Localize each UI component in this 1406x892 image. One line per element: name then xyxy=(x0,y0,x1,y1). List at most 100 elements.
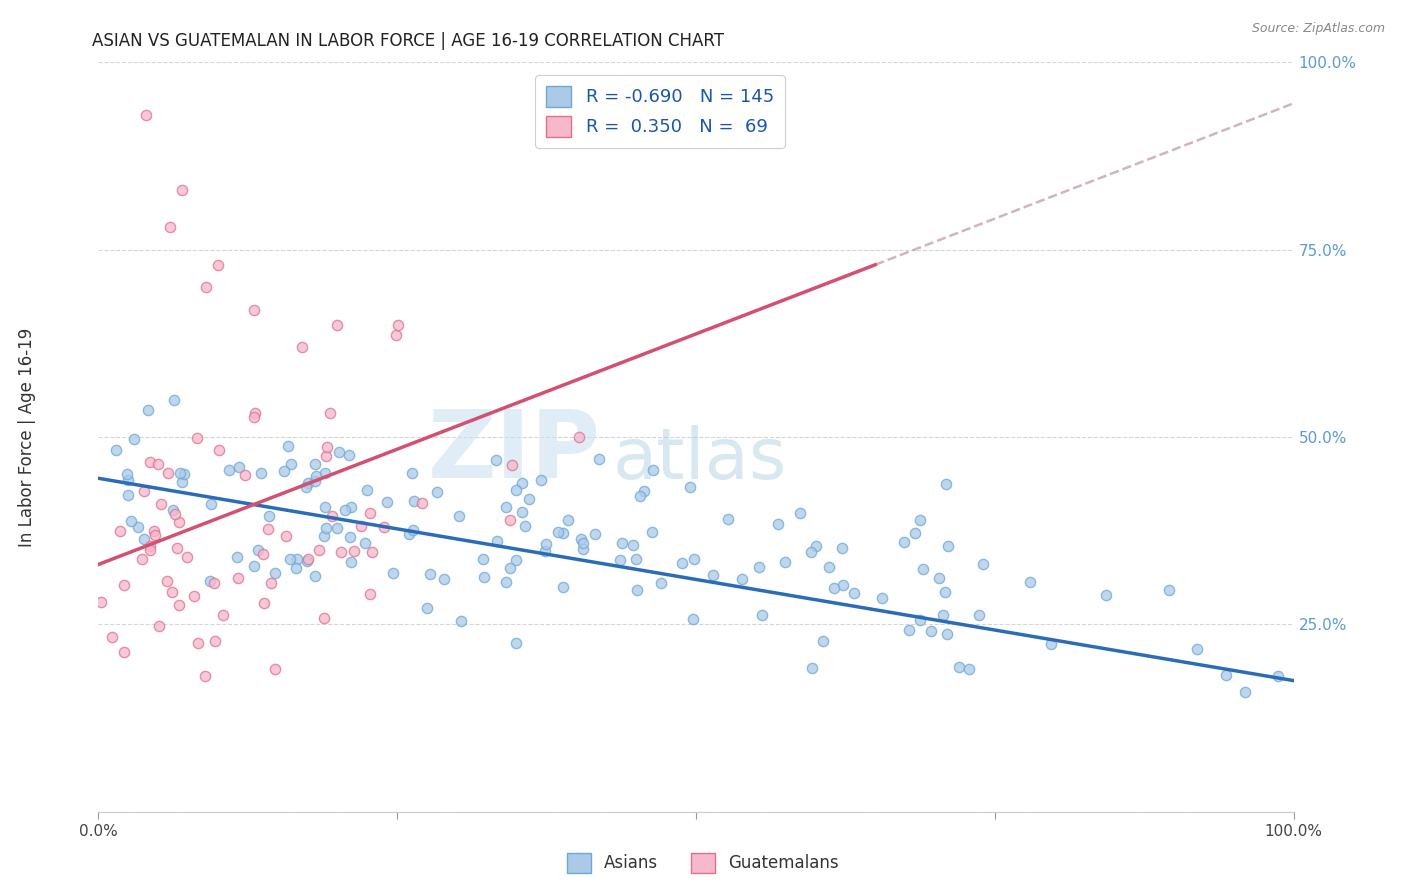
Point xyxy=(967,608,990,623)
Point xyxy=(326,521,349,535)
Point xyxy=(359,587,381,601)
Point xyxy=(297,552,319,566)
Point xyxy=(243,406,266,420)
Point xyxy=(142,524,165,538)
Point xyxy=(333,502,356,516)
Point xyxy=(583,527,606,541)
Point xyxy=(148,619,170,633)
Point xyxy=(650,576,672,591)
Point xyxy=(228,459,250,474)
Point xyxy=(315,449,337,463)
Point xyxy=(202,575,225,590)
Point xyxy=(628,489,651,503)
Point xyxy=(120,514,142,528)
Text: Source: ZipAtlas.com: Source: ZipAtlas.com xyxy=(1251,22,1385,36)
Point xyxy=(139,455,162,469)
Text: ASIAN VS GUATEMALAN IN LABOR FORCE | AGE 16-19 CORRELATION CHART: ASIAN VS GUATEMALAN IN LABOR FORCE | AGE… xyxy=(93,32,724,50)
Point xyxy=(361,544,384,558)
Point xyxy=(402,494,425,508)
Point xyxy=(419,567,441,582)
Point xyxy=(308,543,330,558)
Point xyxy=(252,596,274,610)
Point xyxy=(471,552,494,566)
Point xyxy=(329,545,352,559)
Point xyxy=(671,556,693,570)
Point xyxy=(384,328,406,343)
Point xyxy=(751,608,773,623)
Point xyxy=(569,533,592,547)
Point xyxy=(172,183,194,197)
Point xyxy=(748,559,770,574)
Point xyxy=(972,558,994,572)
Point xyxy=(166,541,188,556)
Point xyxy=(249,466,271,480)
Point xyxy=(138,539,160,553)
Point xyxy=(935,627,957,641)
Legend: Asians, Guatemalans: Asians, Guatemalans xyxy=(561,847,845,880)
Point xyxy=(501,458,523,472)
Point xyxy=(117,488,139,502)
Point xyxy=(832,577,855,591)
Point xyxy=(804,539,827,553)
Point xyxy=(314,467,336,481)
Point xyxy=(159,220,181,235)
Point xyxy=(297,476,319,491)
Point xyxy=(295,480,318,494)
Point xyxy=(291,340,314,354)
Point xyxy=(149,497,172,511)
Point xyxy=(304,469,326,483)
Text: atlas: atlas xyxy=(613,425,787,494)
Point xyxy=(450,614,472,628)
Point xyxy=(169,466,191,480)
Point xyxy=(339,555,361,569)
Point xyxy=(359,506,381,520)
Point xyxy=(115,467,138,482)
Point xyxy=(512,505,534,519)
Point xyxy=(316,441,339,455)
Point xyxy=(187,635,209,649)
Point xyxy=(170,475,193,489)
Point xyxy=(167,515,190,529)
Point xyxy=(935,477,957,491)
Point xyxy=(246,542,269,557)
Point xyxy=(295,553,318,567)
Point xyxy=(200,498,222,512)
Point xyxy=(1267,669,1289,683)
Point xyxy=(132,483,155,498)
Point xyxy=(304,458,326,472)
Point xyxy=(626,583,648,598)
Point xyxy=(789,506,811,520)
Point xyxy=(260,575,283,590)
Point xyxy=(433,572,456,586)
Point xyxy=(263,661,285,675)
Point xyxy=(1040,637,1063,651)
Point xyxy=(897,624,920,638)
Point xyxy=(340,500,363,515)
Point xyxy=(936,540,959,554)
Point xyxy=(312,528,335,542)
Point xyxy=(100,630,122,644)
Point xyxy=(717,512,740,526)
Point xyxy=(870,591,893,605)
Point xyxy=(411,496,433,510)
Point xyxy=(515,519,537,533)
Point xyxy=(948,660,970,674)
Point xyxy=(572,536,595,550)
Point xyxy=(273,464,295,478)
Point xyxy=(148,457,170,471)
Point xyxy=(426,485,449,500)
Point xyxy=(328,445,350,459)
Point xyxy=(486,534,509,549)
Point xyxy=(212,607,235,622)
Point xyxy=(553,526,575,541)
Point xyxy=(112,645,135,659)
Point xyxy=(235,467,257,482)
Point xyxy=(204,633,226,648)
Point xyxy=(132,532,155,546)
Point xyxy=(911,562,934,576)
Point xyxy=(162,585,184,599)
Point xyxy=(534,536,557,550)
Point xyxy=(499,513,522,527)
Point xyxy=(108,524,131,539)
Point xyxy=(314,500,336,515)
